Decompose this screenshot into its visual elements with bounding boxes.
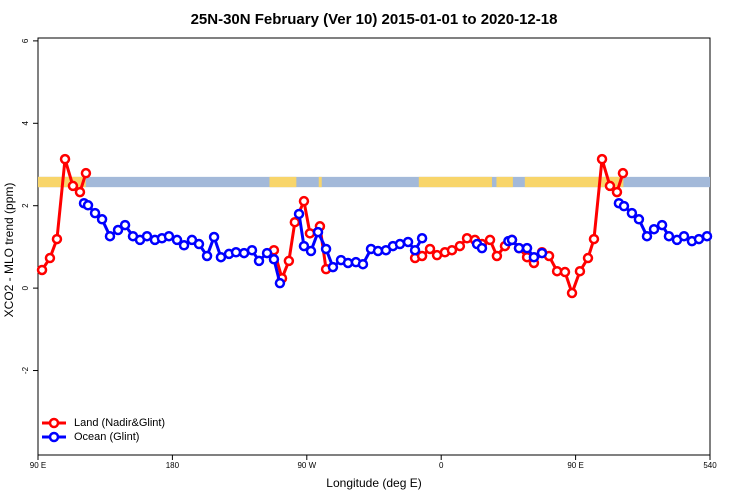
data-point [208,231,220,243]
data-point [312,226,324,238]
data-point [74,186,86,198]
y-axis-label: XCO2 - MLO trend (ppm) [2,183,16,318]
data-point [327,261,339,273]
y-tick-label: 2 [21,203,30,208]
x-tick-label: 540 [703,461,717,470]
data-point [320,243,332,255]
data-point [611,186,623,198]
y-tick-label: 6 [21,38,30,43]
legend-label: Land (Nadir&Glint) [74,417,165,429]
chart-title: 25N-30N February (Ver 10) 2015-01-01 to … [191,11,558,28]
data-point [454,240,466,252]
x-tick-label: 0 [439,461,444,470]
y-tick-label: 4 [21,121,30,126]
data-point [618,200,630,212]
data-point [521,242,533,254]
data-point [402,236,414,248]
y-tick-label: -2 [21,366,30,374]
data-point [298,240,310,252]
data-point [141,230,153,242]
x-tick-label: 90 E [30,461,46,470]
data-point [59,153,71,165]
land-band [269,176,297,188]
data-point [298,195,310,207]
data-point [701,230,713,242]
data-point [261,247,273,259]
legend-marker [48,417,60,429]
data-point [663,230,675,242]
data-point [446,244,458,256]
data-point [536,247,548,259]
data-point [293,208,305,220]
data-point [289,216,301,228]
data-point [305,245,317,257]
data-point [626,207,638,219]
data-point [171,234,183,246]
data-point [566,287,578,299]
land-band [496,176,513,188]
data-point [416,250,428,262]
data-point [201,250,213,262]
data-point [484,234,496,246]
data-point [357,258,369,270]
data-point [617,167,629,179]
x-tick-label: 180 [166,461,180,470]
data-point [67,180,79,192]
data-point [36,264,48,276]
data-point [678,230,690,242]
x-tick-label: 90 W [297,461,316,470]
legend-marker [48,431,60,443]
data-point [409,244,421,256]
data-point [89,207,101,219]
plot-frame [37,37,711,456]
data-point [163,230,175,242]
data-point [528,251,540,263]
data-point [178,240,190,251]
data-point [112,224,124,236]
data-point [656,219,668,231]
data-point [574,265,586,277]
land-band [318,176,322,188]
x-tick-label: 90 E [567,461,583,470]
data-point [513,242,525,254]
data-point [283,255,295,267]
data-point [476,242,488,254]
data-point [693,233,705,245]
land-band [524,176,624,188]
data-point [424,243,436,255]
data-point [506,234,518,246]
data-point [82,200,94,211]
data-point [246,244,258,256]
data-point [274,277,286,289]
land-band [418,176,492,188]
data-point [268,254,280,265]
data-point [604,180,616,192]
data-point [193,238,205,250]
data-point [215,251,227,263]
data-point [253,255,265,267]
legend-label: Ocean (Glint) [74,431,139,443]
data-point [582,252,594,264]
data-point [559,266,571,278]
data-point [416,233,428,244]
data-point [96,214,108,225]
data-point [588,233,600,245]
ocean-band [38,176,710,188]
data-point [491,250,503,262]
data-point [648,223,660,235]
data-point [230,247,242,258]
data-point [304,228,316,239]
y-tick-label: 0 [21,285,30,290]
data-point [394,238,406,250]
data-point [51,233,63,245]
data-point [641,230,653,242]
data-point [104,230,116,242]
data-point [596,153,608,165]
data-point [80,167,92,179]
data-point [633,214,645,225]
data-point [44,252,56,264]
data-point [119,219,131,231]
x-axis-label: Longitude (deg E) [326,476,421,490]
